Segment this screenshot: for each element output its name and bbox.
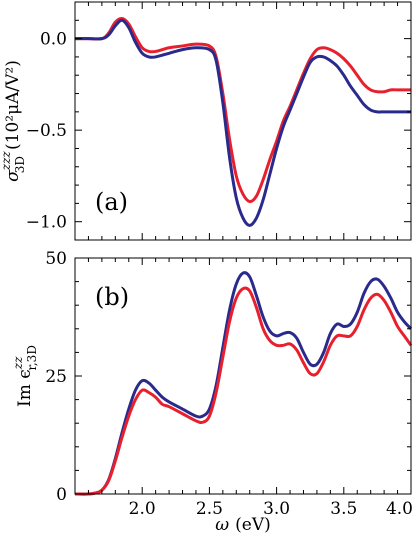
panel-b-x-axis-label: ω (eV) (215, 515, 270, 535)
panel-a-curves (75, 16, 411, 227)
panel-a-ylabel-sub: 3D (13, 156, 27, 173)
panel-a-series-1-line (75, 18, 411, 227)
panel-a: 0.0 −0.5 −1.0 (a) σzzz3D (10²μA/V²) (0, 1, 412, 241)
panel-b-x-tick-label: 3.5 (330, 499, 357, 519)
panel-b: 0 25 50 2.0 2.5 3.0 3.5 4.0 (b) Im ϵzzr,3D ω (eV… (11, 249, 413, 535)
panel-b-ylabel-sub: r,3D (25, 345, 39, 371)
panel-b-ylabel-main: Im ϵ (15, 369, 35, 407)
panel-a-series-0-line (75, 16, 411, 204)
panel-a-y-tick-label: −1.0 (26, 213, 67, 233)
panel-b-y-axis-label: Im ϵzzr,3D (11, 345, 39, 407)
panel-a-ylabel-units: (10²μA/V²) (3, 60, 23, 150)
panel-b-x-tick-label: 3.0 (263, 499, 290, 519)
panel-a-label: (a) (95, 188, 128, 216)
panel-b-label: (b) (95, 283, 129, 311)
panel-a-ylabel-main: σ (3, 170, 23, 182)
panel-a-y-axis-label: σzzz3D (10²μA/V²) (0, 60, 27, 182)
panel-b-ticks: 0 25 50 2.0 2.5 3.0 3.5 4.0 (45, 249, 413, 519)
panel-b-curves (74, 271, 413, 496)
panel-b-series-0-line (74, 271, 413, 496)
panel-a-y-tick-label: 0.0 (40, 30, 67, 50)
panel-b-y-tick-label: 50 (45, 249, 67, 269)
panel-b-x-tick-label: 4.0 (386, 499, 413, 519)
panel-a-ylabel-sup: zzz (0, 151, 13, 172)
panel-a-ticks: 0.0 −0.5 −1.0 (26, 1, 412, 241)
panel-b-xlabel-units: (eV) (235, 515, 271, 535)
panel-a-frame (74, 1, 412, 241)
panel-b-ylabel-sup: zz (11, 356, 25, 370)
panel-b-y-tick-label: 0 (56, 485, 67, 505)
panel-b-x-tick-label: 2.0 (129, 499, 156, 519)
panel-b-x-tick-label: 2.5 (196, 499, 223, 519)
panel-b-y-tick-label: 25 (45, 367, 67, 387)
panel-a-y-tick-label: −0.5 (26, 121, 67, 141)
panel-b-series-1-line (74, 286, 413, 496)
panel-b-xlabel-main: ω (215, 515, 229, 535)
